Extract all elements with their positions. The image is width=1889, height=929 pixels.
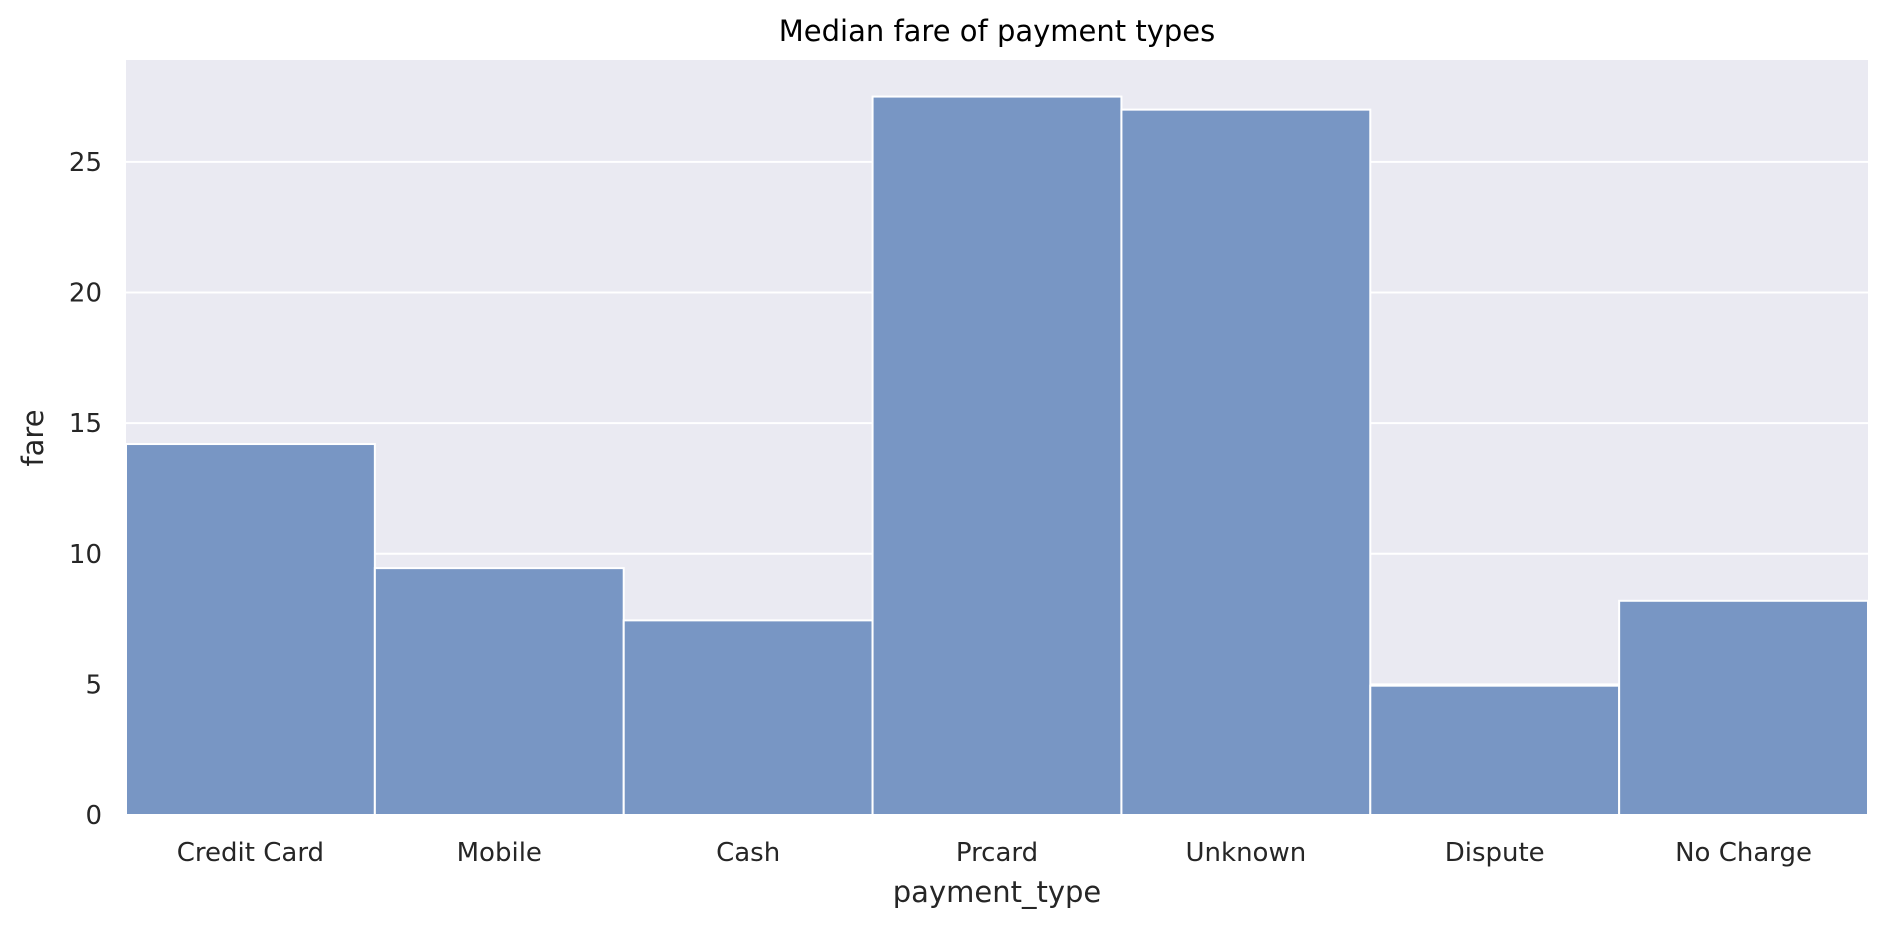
bar: [1369, 684, 1621, 817]
x-tick-label: Prcard: [956, 838, 1038, 868]
bar: [1618, 599, 1869, 817]
x-tick-label: Unknown: [1186, 838, 1307, 868]
y-axis-title: fare: [16, 409, 50, 466]
bars: [125, 95, 1869, 817]
y-tick-label: 5: [85, 670, 102, 700]
bar: [373, 567, 625, 817]
x-tick-label: Credit Card: [177, 838, 324, 868]
bar: [125, 443, 376, 816]
bar: [1120, 108, 1372, 817]
x-tick-label: No Charge: [1675, 838, 1812, 868]
y-tick-label: 0: [85, 801, 102, 831]
x-tick-label: Cash: [716, 838, 780, 868]
chart-title: Median fare of payment types: [779, 14, 1216, 48]
y-tick-label: 10: [69, 540, 102, 570]
y-tick-label: 25: [69, 148, 102, 178]
y-tick-labels: 0 5 10 15 20 25: [69, 148, 102, 831]
x-tick-labels: Credit Card Mobile Cash Prcard Unknown Disput…: [177, 838, 1812, 868]
x-axis-title: payment_type: [893, 875, 1101, 909]
x-tick-label: Mobile: [457, 838, 542, 868]
x-tick-label: Dispute: [1445, 838, 1545, 868]
y-tick-label: 15: [69, 409, 102, 439]
bar: [622, 619, 874, 816]
y-tick-label: 20: [69, 279, 102, 309]
bar: [871, 95, 1123, 816]
